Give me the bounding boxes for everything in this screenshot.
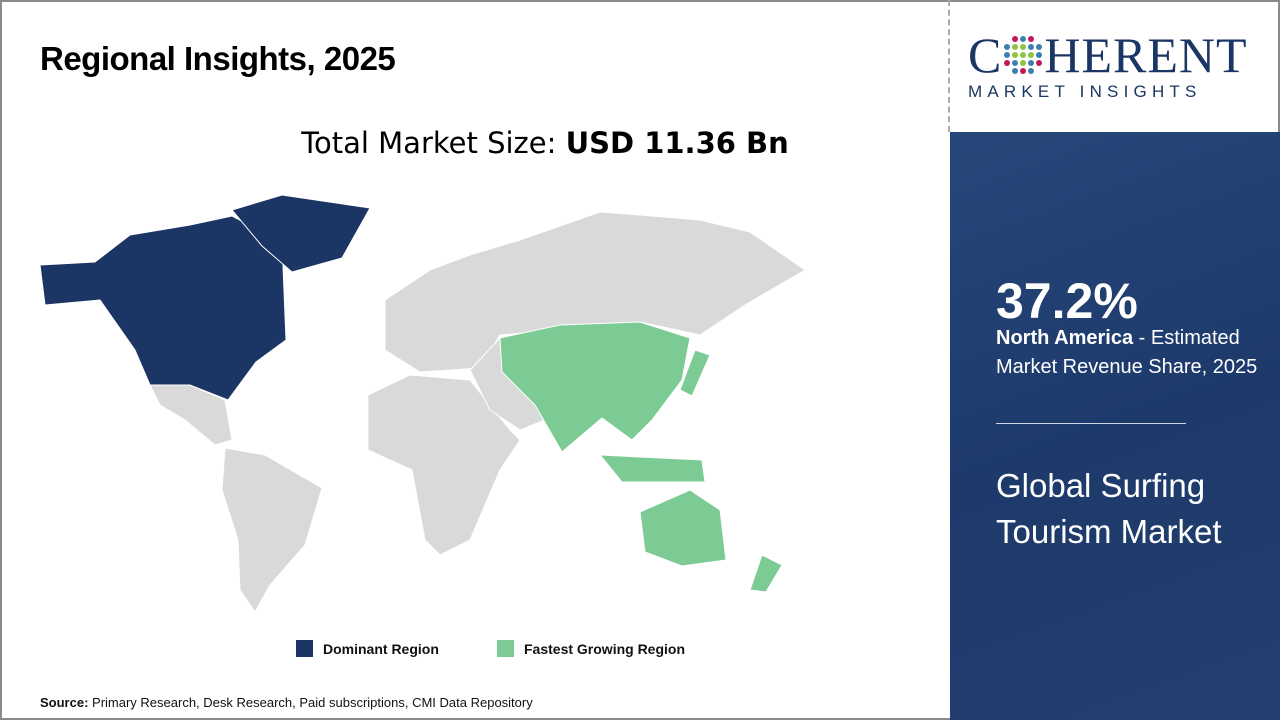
region-europe-russia — [384, 211, 806, 373]
region-africa — [367, 374, 521, 556]
share-desc-text: - Estimated Market Revenue Share, 2025 — [996, 327, 1258, 378]
legend-label: Dominant Region — [323, 640, 439, 657]
insight-panel: 37.2% North America - Estimated Market R… — [950, 132, 1280, 720]
source-note: Source: Primary Research, Desk Research,… — [40, 695, 533, 710]
divider — [948, 0, 950, 132]
panel-divider — [996, 423, 1186, 424]
region-japan — [679, 349, 711, 397]
logo-text: HERENT — [1044, 27, 1248, 83]
total-market-label: Total Market Size: — [301, 126, 566, 160]
region-name: North America — [996, 327, 1134, 349]
market-name: Global Surfing Tourism Market — [996, 467, 1222, 550]
legend-dominant: Dominant Region — [296, 640, 439, 657]
legend-label: Fastest Growing Region — [524, 640, 686, 657]
logo-subtitle: MARKET INSIGHTS — [968, 82, 1202, 101]
total-market-value: USD 11.36 Bn — [565, 126, 789, 160]
total-market-size: Total Market Size: USD 11.36 Bn — [0, 126, 1090, 160]
legend-swatch-dominant — [296, 640, 313, 657]
world-map — [39, 194, 806, 613]
legend-fastest: Fastest Growing Region — [497, 640, 685, 657]
region-australia — [639, 489, 727, 567]
region-asia — [499, 321, 691, 453]
logo-text: C — [968, 27, 1003, 83]
legend-swatch-fastest — [497, 640, 514, 657]
region-north-america — [39, 215, 287, 401]
region-new-zealand — [749, 554, 783, 593]
share-description: North America - Estimated Market Revenue… — [996, 324, 1276, 382]
region-greenland — [231, 194, 371, 273]
region-southeast-asia-islands — [598, 454, 706, 483]
region-south-america — [221, 447, 323, 613]
company-logo: C HERENT MARKET INSIGHTS — [968, 30, 1268, 102]
globe-dots-icon — [1004, 36, 1043, 74]
source-label: Source: — [40, 695, 89, 710]
share-percent: 37.2% — [996, 273, 1138, 329]
source-text: Primary Research, Desk Research, Paid su… — [88, 695, 533, 710]
page-title: Regional Insights, 2025 — [40, 40, 396, 77]
